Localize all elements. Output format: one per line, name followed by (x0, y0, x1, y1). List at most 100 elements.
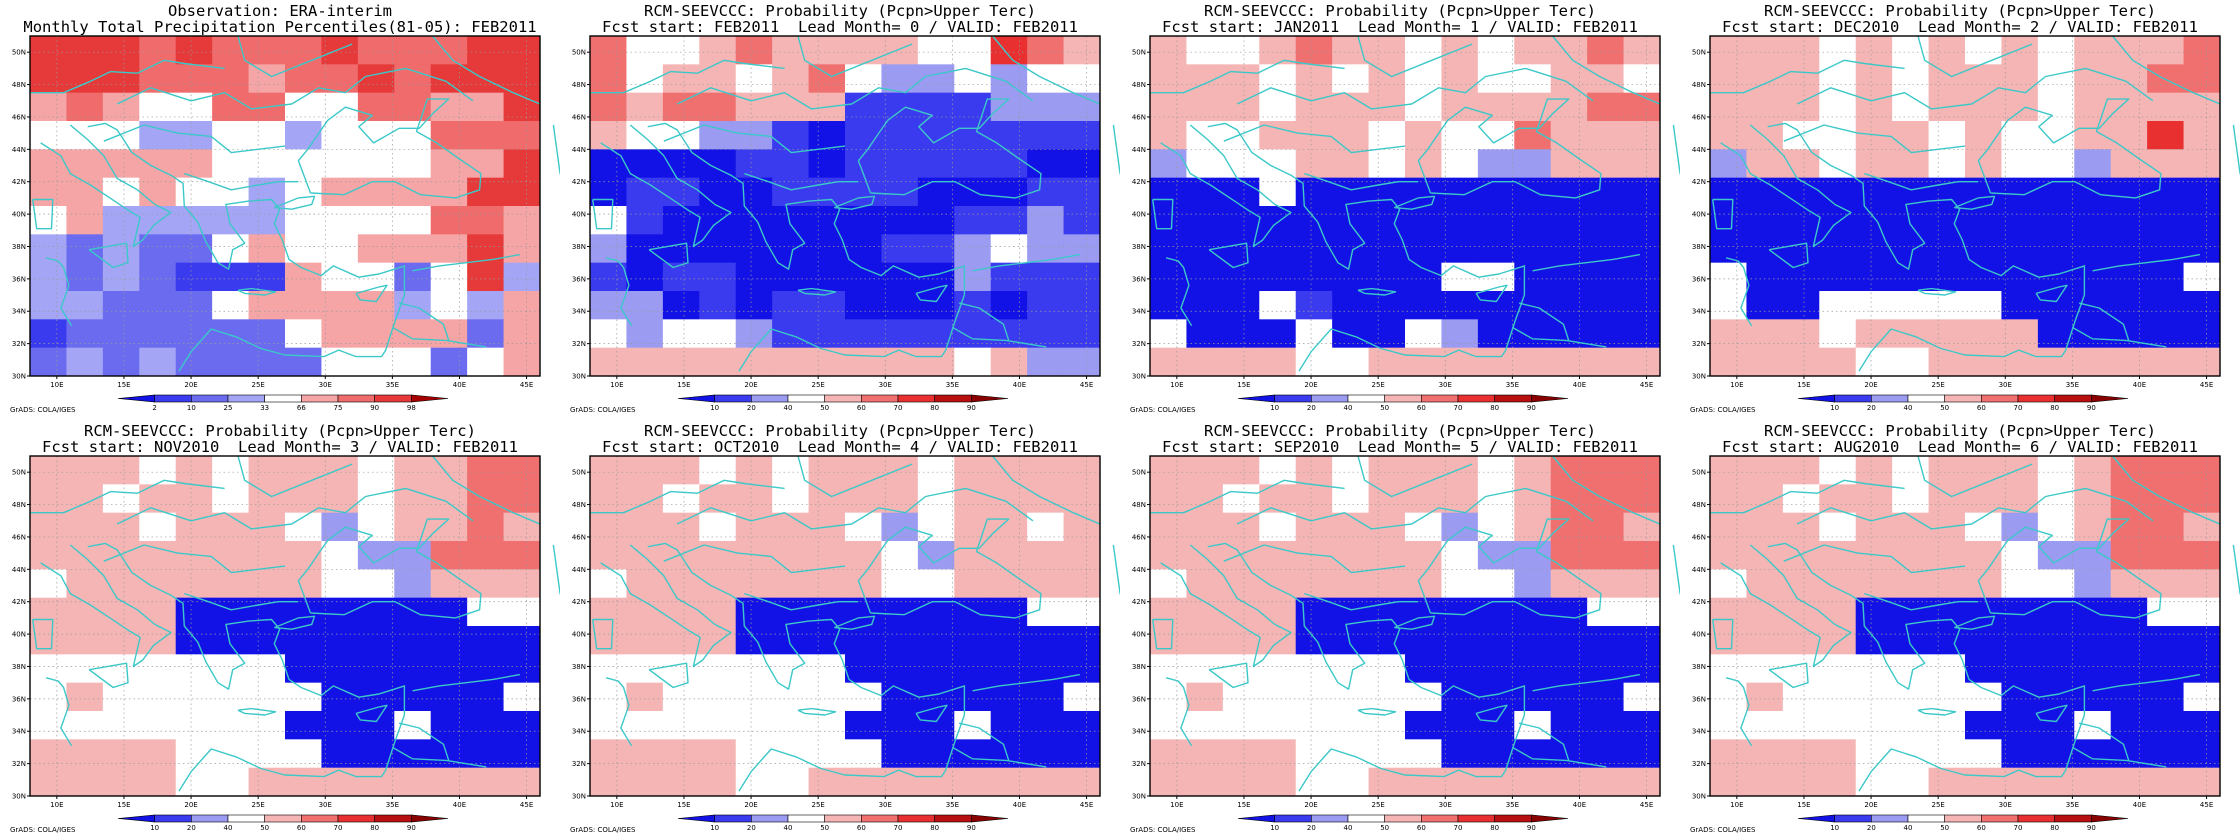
grid-cell (1514, 456, 1552, 485)
grid-cell (1259, 347, 1297, 377)
grid-cell (30, 149, 67, 179)
grid-cell (66, 36, 104, 65)
grid-cell (1782, 262, 1820, 292)
colorbar-swatch (1274, 814, 1312, 823)
coastline (1796, 67, 2154, 110)
colorbar-label: 70 (2014, 824, 2023, 832)
grid-cell (954, 654, 992, 684)
grid-cell (394, 569, 432, 599)
grid-cell (1928, 64, 1966, 94)
grid-cell (1965, 291, 2002, 320)
grid-cell (394, 767, 432, 797)
grid-cell (1332, 541, 1370, 570)
coastline (1858, 748, 2062, 792)
grid-cell (845, 626, 882, 655)
grid-cell (1477, 262, 1515, 292)
colorbar-label: 70 (894, 824, 903, 832)
grid-cell (1368, 682, 1406, 712)
grid-cell (1819, 484, 1857, 514)
grid-cell (139, 767, 177, 797)
coastline (834, 615, 876, 630)
lat-tick-label: 50N (12, 469, 26, 477)
colorbar-swatch (971, 394, 1009, 403)
grid-cell (1819, 262, 1857, 292)
grid-cell (1550, 569, 1588, 599)
lon-tick-label: 45E (1080, 801, 1093, 809)
colorbar-label: 90 (2087, 404, 2096, 412)
grid-cell (66, 206, 104, 235)
grid-cell (1150, 149, 1187, 179)
colorbar-swatch (1531, 394, 1569, 403)
grid-cell (357, 234, 395, 264)
grid-cell (1514, 654, 1552, 684)
grid-cell (1332, 739, 1370, 769)
grid-cell (954, 36, 992, 65)
grid-cell (1405, 291, 1442, 320)
grid-cell (1819, 654, 1857, 684)
grid-cell (1186, 456, 1224, 485)
grid-cell (430, 569, 468, 599)
lat-tick-label: 38N (1132, 663, 1146, 671)
grid-cell (954, 64, 992, 94)
coastline (237, 287, 277, 296)
grid-cell (808, 149, 846, 179)
grid-cell (2110, 262, 2148, 292)
grid-cell (503, 234, 541, 264)
colorbar-label: 40 (1904, 404, 1913, 412)
coastline (676, 67, 1034, 110)
grid-cell (1928, 711, 1966, 740)
grid-cell (735, 456, 773, 485)
grid-cell (2037, 654, 2075, 684)
grid-cell (1222, 64, 1260, 94)
grid-cell (2074, 206, 2112, 235)
grid-cell (30, 262, 67, 292)
grid-cell (735, 64, 773, 94)
grid-cell (1819, 347, 1857, 377)
coastline (103, 544, 286, 574)
grid-cell (1746, 121, 1784, 150)
colorbar-label: 98 (407, 404, 416, 412)
grid-cell (2147, 682, 2185, 712)
grid-cell (881, 206, 919, 235)
map-panel: RCM-SEEVCCC: Probability (Pcpn>Upper Ter… (1680, 0, 2240, 420)
lon-tick-label: 20E (184, 381, 197, 389)
grid-cell (772, 206, 810, 235)
grid-cell (1819, 177, 1857, 207)
grid-cell (430, 234, 468, 264)
grid-cell (285, 739, 322, 769)
lon-tick-label: 15E (117, 381, 130, 389)
grid-cell (1782, 626, 1820, 655)
lon-tick-label: 40E (1573, 801, 1586, 809)
grid-cell (1892, 347, 1930, 377)
coastline (2072, 326, 2167, 348)
coastline (2078, 302, 2130, 341)
grid-cell (954, 456, 992, 485)
grid-cell (626, 206, 664, 235)
grid-cell (321, 121, 359, 150)
lon-tick-label: 45E (1640, 381, 1653, 389)
grid-cell (1368, 739, 1406, 769)
grid-cell (917, 121, 955, 150)
grid-cell (735, 234, 773, 264)
colorbar-label: 75 (334, 404, 343, 412)
grid-cell (2183, 36, 2221, 65)
lon-tick-label: 10E (1730, 381, 1743, 389)
colorbar-label: 70 (894, 404, 903, 412)
grid-cell (2183, 456, 2221, 485)
coastline (1357, 35, 1473, 78)
colorbar-swatch (2017, 814, 2055, 823)
colorbar-swatch (301, 814, 339, 823)
grid-cell (1063, 291, 1101, 320)
grid-cell (1746, 291, 1784, 320)
colorbar-swatch (1311, 814, 1349, 823)
grid-cell (699, 682, 737, 712)
coastline (958, 722, 1010, 761)
grid-cell (626, 541, 664, 570)
grid-cell (285, 121, 322, 150)
grid-cell (1063, 149, 1101, 179)
grid-cell (248, 36, 286, 65)
coastline (1796, 487, 2154, 530)
grid-cell (430, 767, 468, 797)
grid-cell (1186, 262, 1224, 292)
grid-cell (626, 682, 664, 712)
